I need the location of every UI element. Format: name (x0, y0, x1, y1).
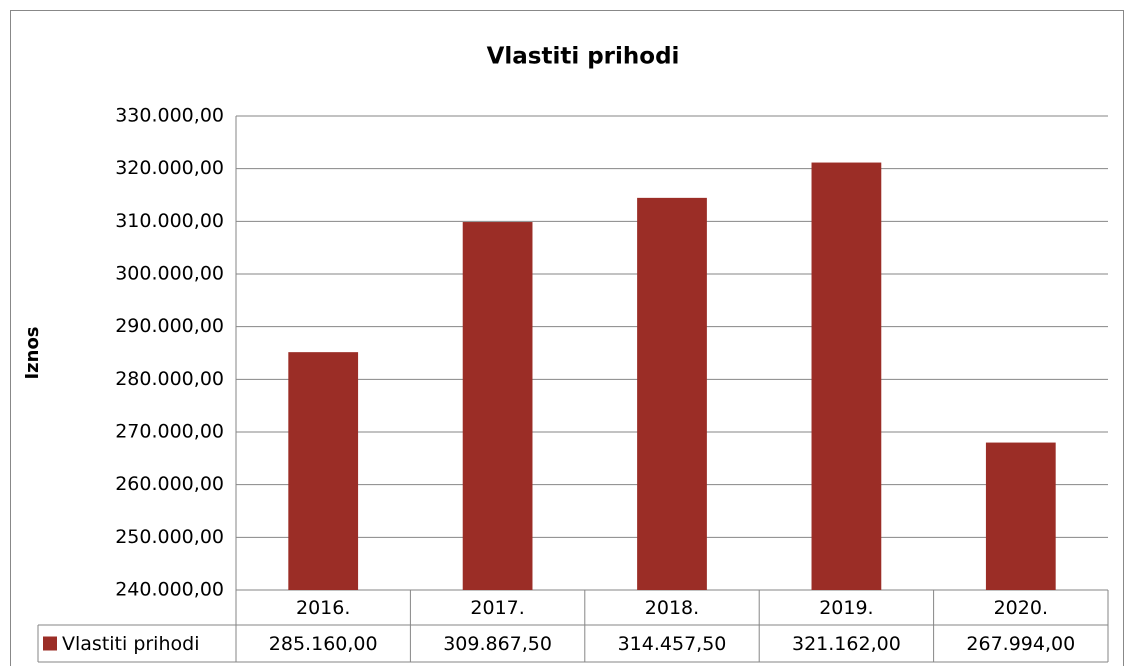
table-value: 314.457,50 (618, 633, 727, 655)
x-tick-label: 2019. (819, 597, 873, 619)
x-tick-label: 2016. (296, 597, 350, 619)
table-value: 267.994,00 (966, 633, 1075, 655)
x-tick-label: 2018. (645, 597, 699, 619)
y-tick-label: 310.000,00 (115, 210, 224, 232)
bar (985, 442, 1056, 590)
bar (811, 162, 882, 590)
bar (288, 352, 359, 590)
table-value: 309.867,50 (443, 633, 552, 655)
x-tick-label: 2017. (470, 597, 524, 619)
chart-title: Vlastiti prihodi (487, 44, 680, 70)
bar (462, 222, 533, 590)
table-value: 321.162,00 (792, 633, 901, 655)
y-tick-label: 280.000,00 (115, 368, 224, 390)
y-tick-label: 320.000,00 (115, 157, 224, 179)
y-tick-label: 270.000,00 (115, 421, 224, 443)
y-tick-label: 260.000,00 (115, 473, 224, 495)
y-tick-label: 240.000,00 (115, 579, 224, 601)
y-tick-label: 290.000,00 (115, 315, 224, 337)
x-tick-label: 2020. (994, 597, 1048, 619)
y-tick-label: 300.000,00 (115, 263, 224, 285)
bar (637, 197, 707, 590)
y-axis-label: Iznos (22, 326, 43, 379)
y-tick-label: 250.000,00 (115, 526, 224, 548)
legend-key (43, 636, 57, 651)
y-tick-label: 330.000,00 (115, 105, 224, 127)
legend-label: Vlastiti prihodi (62, 633, 199, 655)
chart-border (10, 10, 1124, 666)
table-value: 285.160,00 (269, 633, 378, 655)
